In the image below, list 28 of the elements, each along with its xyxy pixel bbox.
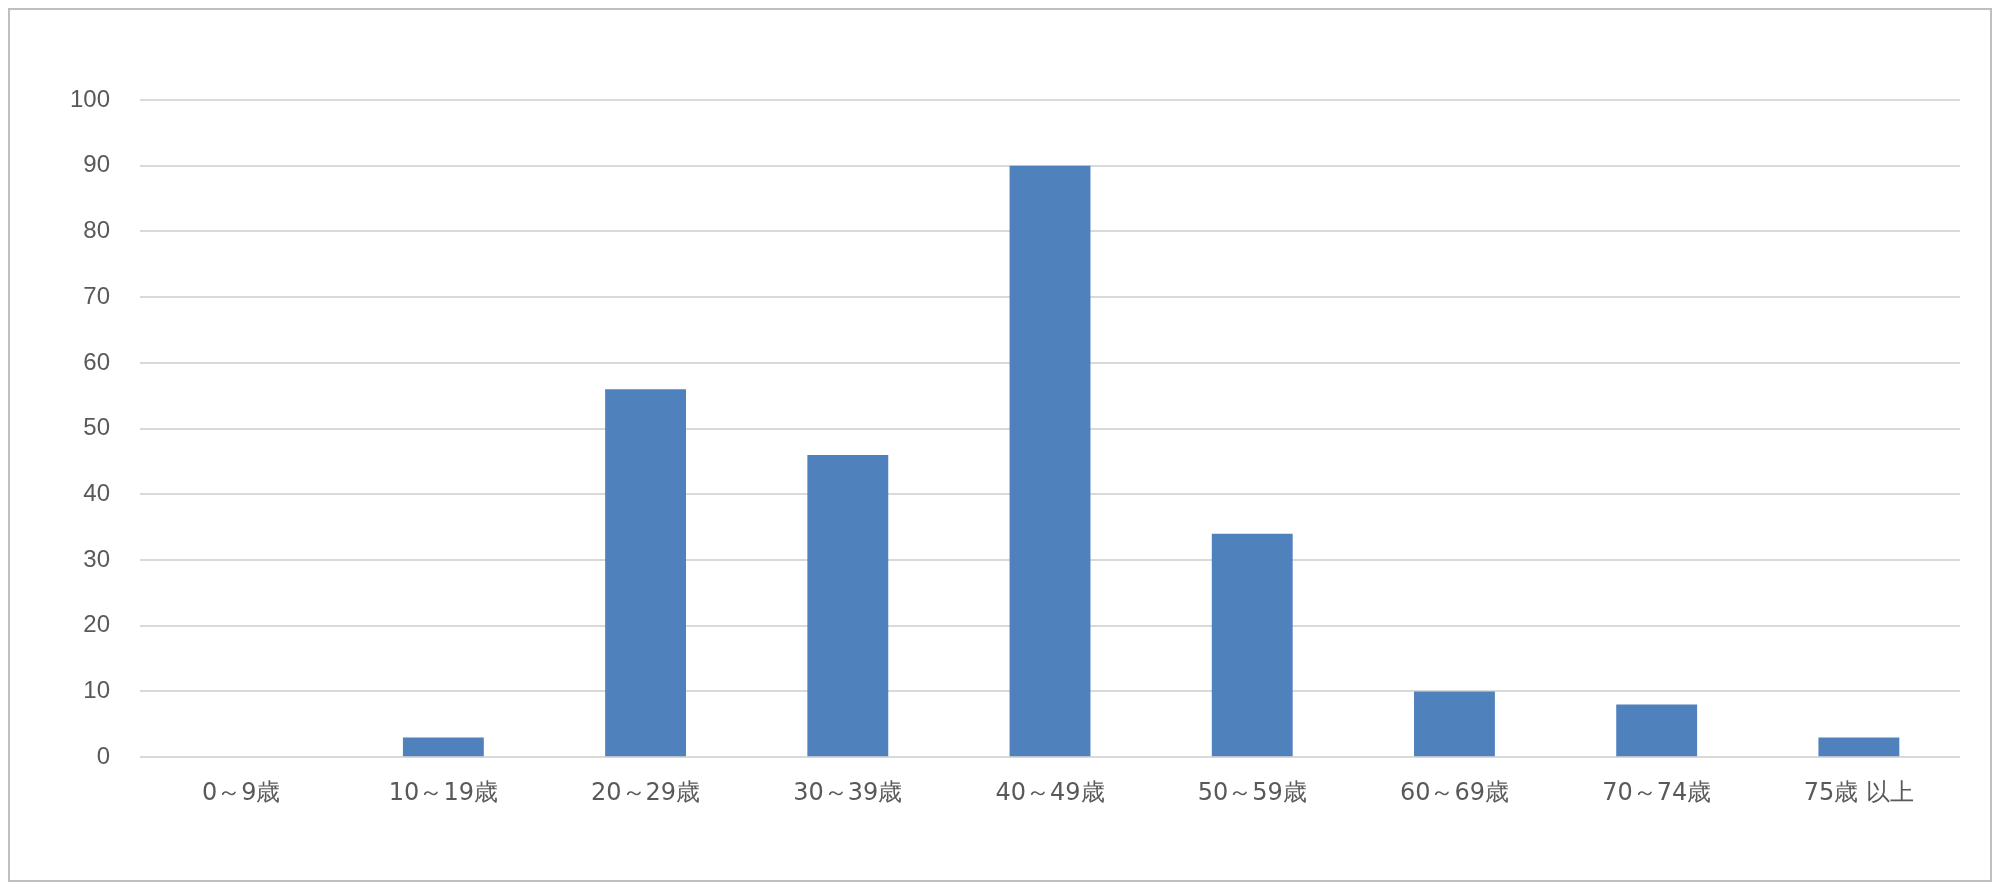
bar	[1818, 737, 1900, 757]
y-tick-label: 50	[83, 413, 111, 441]
y-tick-label: 40	[83, 478, 111, 506]
y-tick-label: 20	[83, 610, 111, 638]
y-tick-label: 70	[83, 281, 111, 309]
x-tick-label: 10～19歳	[388, 777, 498, 806]
y-tick-label: 90	[83, 150, 111, 178]
bar	[1414, 691, 1495, 757]
y-tick-label: 100	[70, 84, 111, 112]
y-tick-label: 10	[83, 676, 111, 704]
x-tick-label: 40～49歳	[995, 777, 1105, 806]
bar	[402, 737, 484, 757]
y-tick-label: 30	[83, 544, 111, 572]
y-tick-label: 0	[96, 741, 111, 769]
x-tick-label: 75歳 以上	[1803, 777, 1914, 806]
bar	[807, 454, 889, 757]
x-tick-label: 60～69歳	[1399, 777, 1509, 806]
y-tick-label: 60	[83, 347, 111, 375]
bar	[605, 389, 687, 757]
x-tick-label: 70～74歳	[1602, 777, 1712, 806]
x-tick-label: 0～9歳	[201, 777, 281, 806]
x-tick-label: 20～29歳	[591, 777, 701, 806]
x-tick-label: 30～39歳	[793, 777, 903, 806]
x-tick-label: 50～59歳	[1197, 777, 1307, 806]
bar	[1009, 165, 1091, 757]
y-tick-label: 80	[83, 216, 111, 244]
bar	[1616, 704, 1698, 757]
bar	[1211, 533, 1293, 757]
